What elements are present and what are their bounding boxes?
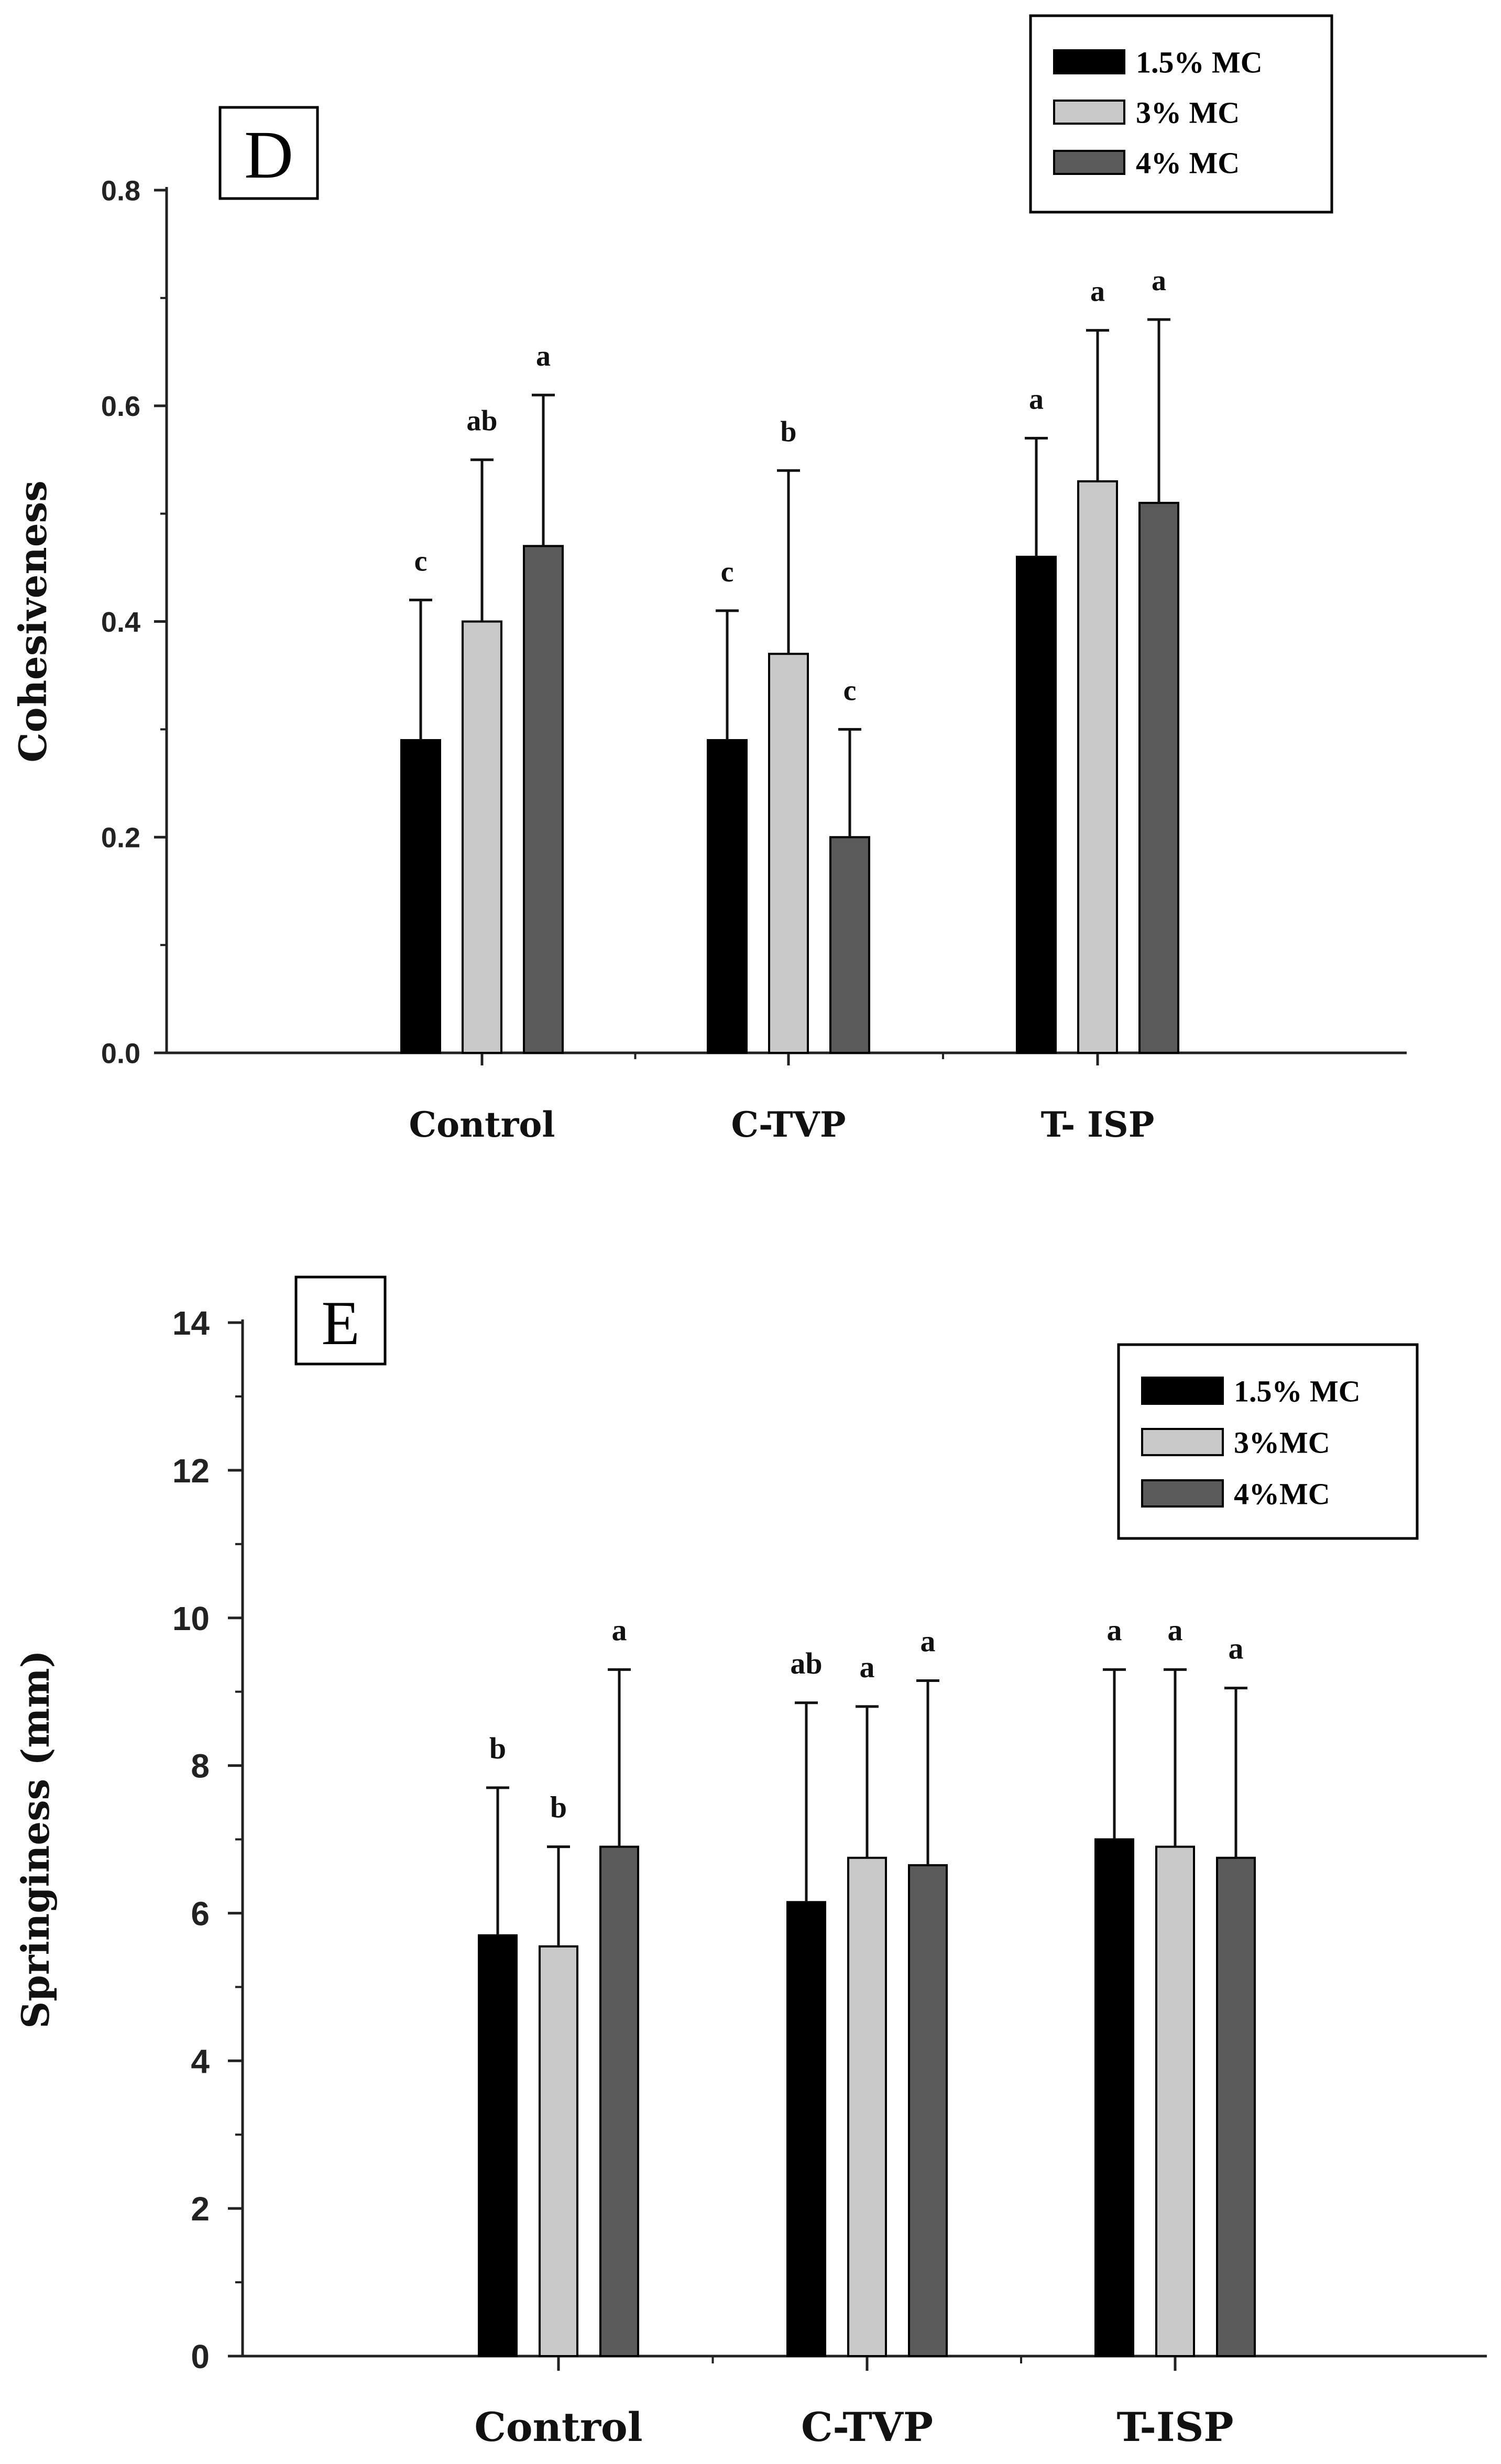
bar <box>908 1864 948 2357</box>
significance-label: b <box>780 415 796 448</box>
panel-label: E <box>321 1288 359 1358</box>
significance-label: c <box>843 674 857 707</box>
significance-label: a <box>1168 1613 1183 1647</box>
legend-swatch <box>1053 150 1125 175</box>
significance-label: c <box>414 545 428 577</box>
significance-label: a <box>536 340 551 372</box>
significance-label: a <box>1229 1632 1244 1666</box>
significance-label: b <box>489 1731 506 1765</box>
y-axis-label: Springiness (mm) <box>13 1650 58 2028</box>
legend-entry: 4% MC <box>1136 146 1240 180</box>
y-tick-label: 0.6 <box>101 391 140 422</box>
bar <box>1216 1856 1256 2358</box>
y-tick-label: 6 <box>191 1895 210 1932</box>
y-tick-label: 0.8 <box>101 175 140 206</box>
bar <box>847 1856 887 2358</box>
legend-swatch <box>1141 1428 1224 1456</box>
x-tick-label: C-TVP <box>731 1104 846 1145</box>
legend-swatch <box>1053 100 1125 125</box>
significance-label: b <box>550 1790 567 1824</box>
bar <box>599 1845 639 2357</box>
bar <box>1138 502 1179 1054</box>
bar <box>1077 480 1118 1054</box>
bar <box>539 1945 578 2357</box>
bar <box>829 836 870 1054</box>
x-tick-label: T-ISP <box>1116 2404 1233 2450</box>
legend-entry: 3%MC <box>1234 1425 1330 1459</box>
bar <box>768 653 809 1054</box>
y-tick-label: 10 <box>172 1600 210 1637</box>
y-tick-label: 4 <box>191 2042 210 2080</box>
y-tick-label: 0.4 <box>101 607 140 638</box>
significance-label: ab <box>790 1646 822 1680</box>
x-tick-label: C-TVP <box>801 2404 933 2450</box>
bar <box>400 739 441 1054</box>
y-tick-label: 8 <box>191 1747 210 1785</box>
y-tick-label: 12 <box>172 1452 210 1490</box>
bar <box>478 1934 518 2357</box>
x-tick-label: Control <box>474 2404 642 2450</box>
significance-label: c <box>721 556 734 588</box>
panel-label-box <box>218 106 319 200</box>
bar <box>1094 1838 1134 2357</box>
significance-label: a <box>612 1613 627 1647</box>
legend-entry: 4%MC <box>1234 1477 1330 1511</box>
legend-entry: 1.5% MC <box>1136 45 1263 79</box>
bar <box>462 620 502 1054</box>
legend-swatch <box>1141 1377 1224 1405</box>
significance-label: a <box>860 1650 875 1684</box>
bar <box>707 739 748 1054</box>
legend-entry: 3% MC <box>1136 95 1240 129</box>
significance-label: a <box>1090 276 1105 308</box>
significance-label: a <box>1029 383 1044 416</box>
chart-panel-d: 0.0 0.2 0.4 0.6 0.8 Control C-TVP T- ISP c c a ab b a… <box>10 14 1407 1145</box>
significance-label: a <box>921 1624 936 1658</box>
x-tick-label: T- ISP <box>1041 1104 1155 1145</box>
bar <box>1155 1845 1195 2357</box>
significance-label: ab <box>466 405 497 437</box>
y-tick-label: 14 <box>172 1304 210 1342</box>
significance-label: a <box>1107 1613 1122 1647</box>
legend-swatch <box>1053 49 1125 74</box>
significance-label: a <box>1152 265 1166 297</box>
y-axis-label: Cohesiveness <box>10 480 55 762</box>
legend-swatch <box>1141 1479 1224 1508</box>
y-tick-label: 2 <box>191 2190 210 2228</box>
y-tick-label: 0.0 <box>101 1038 140 1069</box>
bar <box>523 545 564 1054</box>
y-tick-label: 0 <box>191 2338 210 2375</box>
bar <box>786 1901 826 2357</box>
bar <box>1016 555 1057 1054</box>
panel-label: D <box>244 117 293 193</box>
panel-label-box <box>294 1275 387 1366</box>
y-tick-label: 0.2 <box>101 822 140 854</box>
legend-entry: 1.5% MC <box>1234 1374 1361 1408</box>
x-tick-label: Control <box>409 1104 555 1145</box>
